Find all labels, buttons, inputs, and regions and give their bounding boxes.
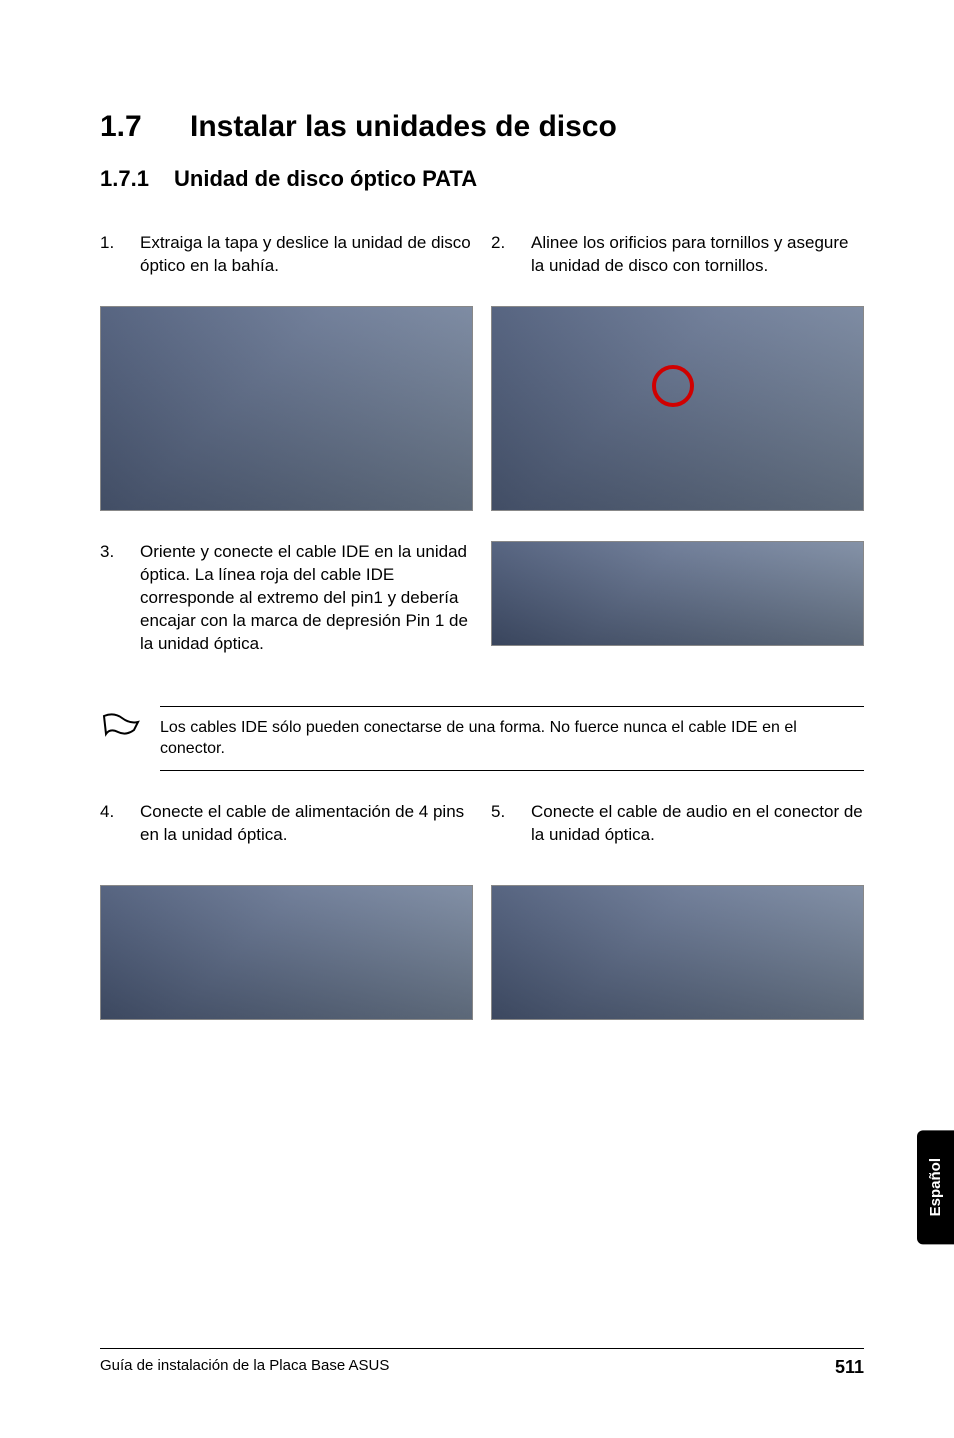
footer-left-text: Guía de instalación de la Placa Base ASU… [100,1357,389,1378]
section-title-text: Instalar las unidades de disco [190,110,617,143]
step-2: 2. Alinee los orificios para tornillos y… [491,232,864,278]
step-5-col: 5. Conecte el cable de audio en el conec… [491,801,864,865]
step-5-image [491,885,864,1020]
step-3-number: 3. [100,541,140,656]
step-4-col: 4. Conecte el cable de alimentación de 4… [100,801,473,865]
step-5-image-col [491,885,864,1020]
step-5: 5. Conecte el cable de audio en el conec… [491,801,864,847]
section-heading: 1.7Instalar las unidades de disco [100,110,864,144]
step-2-image-col [491,306,864,511]
step-row-3: 4. Conecte el cable de alimentación de 4… [100,801,864,865]
step-1-text: Extraiga la tapa y deslice la unidad de … [140,232,473,278]
image-row-1 [100,306,864,511]
step-4-number: 4. [100,801,140,847]
language-side-tab: Español [917,1130,954,1244]
subsection-number: 1.7.1 [100,166,174,192]
step-3-col: 3. Oriente y conecte el cable IDE en la … [100,541,473,674]
step-4-image-col [100,885,473,1020]
step-5-text: Conecte el cable de audio en el conector… [531,801,864,847]
step-1-col: 1. Extraiga la tapa y deslice la unidad … [100,232,473,296]
step-3-image [491,541,864,646]
step-4-image [100,885,473,1020]
step-row-2: 3. Oriente y conecte el cable IDE en la … [100,541,864,674]
step-4: 4. Conecte el cable de alimentación de 4… [100,801,473,847]
step-1: 1. Extraiga la tapa y deslice la unidad … [100,232,473,278]
step-2-text: Alinee los orificios para tornillos y as… [531,232,864,278]
step-1-image-col [100,306,473,511]
subsection-heading: 1.7.1Unidad de disco óptico PATA [100,166,864,192]
step-2-col: 2. Alinee los orificios para tornillos y… [491,232,864,296]
subsection-title-text: Unidad de disco óptico PATA [174,166,477,191]
step-1-image [100,306,473,511]
step-3-text: Oriente y conecte el cable IDE en la uni… [140,541,473,656]
note-callout: Los cables IDE sólo pueden conectarse de… [100,706,864,771]
section-number: 1.7 [100,110,190,144]
step-3: 3. Oriente y conecte el cable IDE en la … [100,541,473,656]
image-row-3 [100,885,864,1020]
document-page: 1.7Instalar las unidades de disco 1.7.1U… [0,0,954,1438]
step-2-number: 2. [491,232,531,278]
step-4-text: Conecte el cable de alimentación de 4 pi… [140,801,473,847]
step-row-1: 1. Extraiga la tapa y deslice la unidad … [100,232,864,296]
page-number: 511 [835,1357,864,1378]
page-footer: Guía de instalación de la Placa Base ASU… [100,1348,864,1378]
note-text: Los cables IDE sólo pueden conectarse de… [160,706,864,771]
screw-hole-highlight-circle [652,365,694,407]
note-icon [100,706,160,751]
step-3-image-col [491,541,864,674]
step-5-number: 5. [491,801,531,847]
step-1-number: 1. [100,232,140,278]
step-2-image [491,306,864,511]
